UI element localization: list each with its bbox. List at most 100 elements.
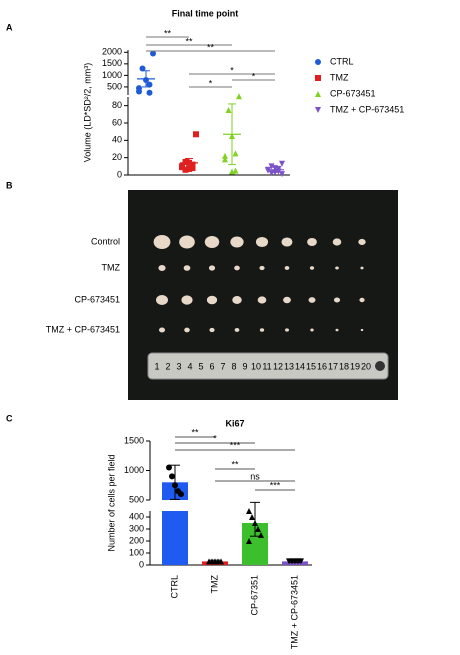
data-point [182,159,189,165]
y-tick-label: 400 [129,511,144,521]
data-point [279,171,285,178]
y-axis-label: Number of cells per field [106,454,116,551]
data-point [222,156,228,163]
significance-label: * [230,65,234,75]
ruler-number: 10 [251,361,261,371]
data-point [265,167,271,174]
y-tick-label: 500 [107,81,122,91]
data-point [268,170,275,177]
x-tick-label: TMZ + CP-673451 [289,575,299,649]
data-point [139,65,146,72]
tumor [259,265,265,271]
tumor [332,238,342,246]
tumor [307,237,317,247]
tumor [230,236,244,248]
tumor [281,237,293,247]
ruler-number: 6 [209,361,214,371]
x-tick-label: CTRL [169,575,179,599]
tumor [360,328,364,332]
ruler-number: 20 [361,361,371,371]
ruler-number: 4 [187,361,192,371]
legend-label: TMZ + CP-673451 [330,104,404,114]
y-tick-label: 1000 [124,465,144,475]
y-tick-label: 0 [139,559,144,569]
data-point [218,558,224,565]
data-point [298,558,304,565]
y-tick-label: 2000 [102,47,122,57]
chart-title: Final time point [172,8,239,18]
y-tick-label: 1500 [124,435,144,445]
ruler-number: 13 [284,361,294,371]
y-tick-label: 80 [112,100,122,110]
y-tick-label: 300 [129,523,144,533]
row-label: TMZ + CP-673451 [46,324,120,334]
tumor [232,296,242,304]
x-tick-label: CP-67351 [249,575,259,616]
tumor [158,265,166,271]
tumor [184,327,190,333]
bar [162,511,188,565]
ruler [147,352,389,380]
panel-label: A [6,22,13,32]
data-point [268,163,275,170]
data-point [279,160,285,167]
legend-marker [315,91,321,97]
y-tick-label: 40 [112,135,122,145]
data-point [179,164,185,171]
data-point [189,161,196,168]
tumor [204,235,220,249]
legend-label: CTRL [330,56,354,66]
data-point [189,165,196,172]
tumor [335,328,339,332]
tumor [333,297,341,303]
ruler-number: 14 [295,361,305,371]
ruler-number: 3 [176,361,181,371]
tumor [360,266,364,270]
legend-label: CP-673451 [330,88,376,98]
y-tick-label: 60 [112,117,122,127]
chart-title: Ki67 [225,418,244,428]
y-tick-label: 1500 [102,58,122,68]
tumor [309,266,315,270]
significance-label: ** [191,427,199,437]
tumor [259,328,265,332]
tumor [308,297,316,303]
tumor [179,235,195,249]
x-tick-label: TMZ [209,575,219,594]
significance-label: ** [164,28,172,38]
ruler-number: 7 [220,361,225,371]
tumor [283,296,291,304]
data-point [252,520,258,526]
tumor [209,327,215,333]
significance-label: *** [270,480,281,490]
data-point [136,88,142,95]
tumor [255,236,269,248]
data-point [146,81,153,88]
row-label: TMZ [102,262,121,272]
ruler-number: 2 [165,361,170,371]
data-point [225,107,232,113]
tumor [285,328,289,332]
tumor [208,265,216,271]
significance-label: * [213,433,217,443]
data-point [255,526,261,532]
tumor [234,328,240,332]
data-point [150,50,156,57]
ruler-hole [375,361,385,371]
y-tick-label: 0 [117,169,122,179]
y-tick-label: 500 [129,494,144,504]
significance-label: * [209,78,213,88]
tumor [159,327,165,333]
data-point [232,167,239,174]
panel-label: C [6,413,13,423]
data-point [166,464,172,471]
data-point [193,131,199,138]
significance-label: ** [185,36,193,46]
tumor [206,295,218,305]
data-point [229,168,235,175]
legend-marker [315,107,321,113]
data-point [236,93,242,100]
ruler-number: 18 [339,361,349,371]
data-point [258,532,264,538]
legend-marker [315,75,321,81]
